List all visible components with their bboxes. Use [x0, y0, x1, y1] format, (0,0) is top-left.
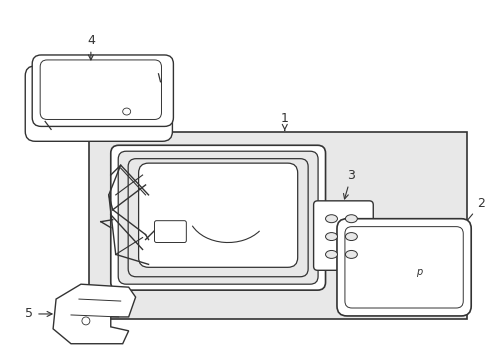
FancyBboxPatch shape: [154, 221, 186, 243]
Text: 2: 2: [458, 197, 484, 230]
Polygon shape: [53, 284, 135, 344]
Ellipse shape: [325, 251, 337, 258]
FancyBboxPatch shape: [138, 168, 297, 267]
Ellipse shape: [345, 215, 357, 223]
FancyBboxPatch shape: [138, 163, 297, 267]
FancyBboxPatch shape: [25, 66, 172, 141]
Text: p: p: [415, 267, 421, 277]
Ellipse shape: [325, 233, 337, 240]
FancyBboxPatch shape: [313, 201, 372, 270]
FancyBboxPatch shape: [128, 159, 307, 277]
Text: 4: 4: [87, 33, 95, 60]
FancyBboxPatch shape: [32, 55, 173, 126]
Ellipse shape: [345, 233, 357, 240]
Ellipse shape: [325, 215, 337, 223]
FancyBboxPatch shape: [118, 151, 317, 284]
Ellipse shape: [345, 251, 357, 258]
Text: 1: 1: [280, 112, 288, 131]
FancyBboxPatch shape: [336, 219, 470, 316]
FancyBboxPatch shape: [123, 158, 312, 277]
FancyBboxPatch shape: [129, 162, 306, 273]
FancyBboxPatch shape: [111, 145, 325, 290]
Text: 3: 3: [343, 168, 355, 199]
Text: 5: 5: [25, 307, 52, 320]
Bar: [89, 132, 466, 319]
